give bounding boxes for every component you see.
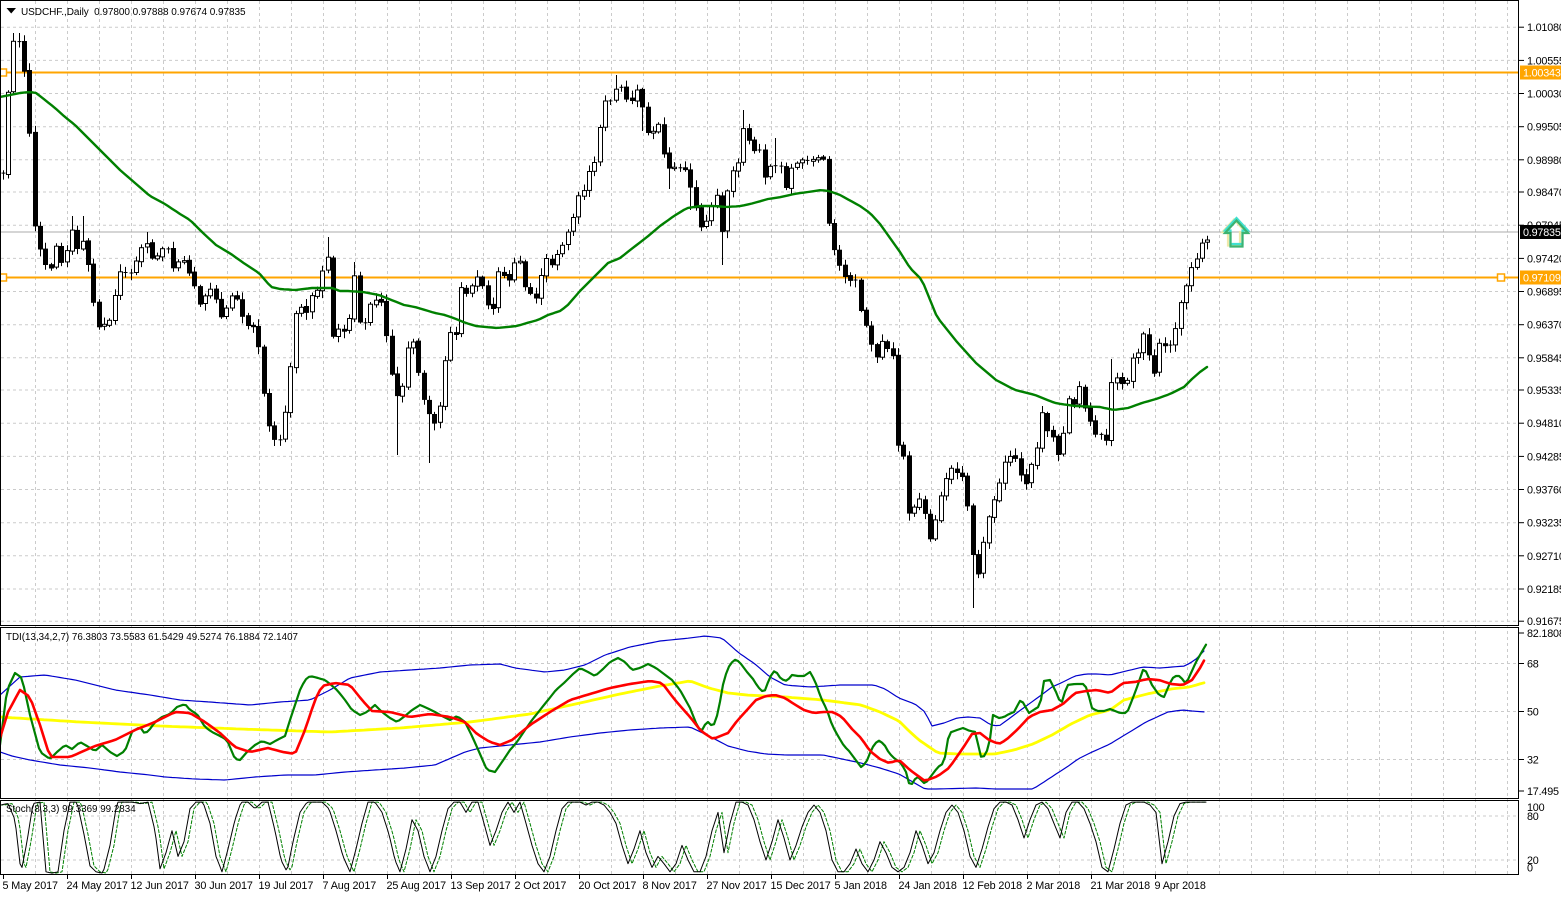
svg-text:TDI(13,34,2,7) 76.3803 73.5583: TDI(13,34,2,7) 76.3803 73.5583 61.5429 4… bbox=[6, 632, 298, 643]
svg-text:20: 20 bbox=[1527, 855, 1539, 867]
svg-text:0.98470: 0.98470 bbox=[1527, 187, 1561, 199]
svg-text:1.01080: 1.01080 bbox=[1527, 22, 1561, 34]
svg-text:80: 80 bbox=[1527, 811, 1539, 823]
svg-text:100: 100 bbox=[1527, 802, 1545, 814]
svg-text:0.95335: 0.95335 bbox=[1527, 385, 1561, 397]
svg-text:0.97835: 0.97835 bbox=[1523, 227, 1561, 239]
svg-text:Stoch(8,3,3) 99.3369 99.2834: Stoch(8,3,3) 99.3369 99.2834 bbox=[6, 804, 136, 815]
svg-text:0.94285: 0.94285 bbox=[1527, 451, 1561, 463]
svg-text:USDCHF.,Daily 0.97800 0.97888: USDCHF.,Daily 0.97800 0.97888 0.97674 0.… bbox=[21, 7, 246, 18]
svg-text:68: 68 bbox=[1527, 659, 1539, 671]
svg-text:0.92185: 0.92185 bbox=[1527, 584, 1561, 596]
svg-text:2 Oct 2017: 2 Oct 2017 bbox=[515, 880, 567, 892]
svg-text:17.495: 17.495 bbox=[1527, 786, 1559, 798]
svg-text:15 Dec 2017: 15 Dec 2017 bbox=[771, 880, 831, 892]
svg-text:21 Mar 2018: 21 Mar 2018 bbox=[1091, 880, 1151, 892]
svg-text:1.00030: 1.00030 bbox=[1527, 89, 1561, 101]
svg-text:0.97420: 0.97420 bbox=[1527, 253, 1561, 265]
svg-text:25 Aug 2017: 25 Aug 2017 bbox=[387, 880, 447, 892]
svg-text:0.93760: 0.93760 bbox=[1527, 485, 1561, 497]
svg-text:50: 50 bbox=[1527, 707, 1539, 719]
svg-text:0.96370: 0.96370 bbox=[1527, 320, 1561, 332]
svg-text:5 May 2017: 5 May 2017 bbox=[3, 880, 59, 892]
svg-text:0.98980: 0.98980 bbox=[1527, 155, 1561, 167]
svg-text:20 Oct 2017: 20 Oct 2017 bbox=[579, 880, 637, 892]
svg-text:7 Aug 2017: 7 Aug 2017 bbox=[323, 880, 377, 892]
svg-text:1.00343: 1.00343 bbox=[1523, 68, 1561, 80]
svg-text:5 Jan 2018: 5 Jan 2018 bbox=[835, 880, 888, 892]
svg-text:0.99505: 0.99505 bbox=[1527, 122, 1561, 134]
svg-text:1.00555: 1.00555 bbox=[1527, 55, 1561, 67]
svg-text:0.94810: 0.94810 bbox=[1527, 418, 1561, 430]
svg-text:0.91675: 0.91675 bbox=[1527, 616, 1561, 628]
svg-text:30 Jun 2017: 30 Jun 2017 bbox=[195, 880, 253, 892]
svg-text:0.96895: 0.96895 bbox=[1527, 287, 1561, 299]
svg-text:19 Jul 2017: 19 Jul 2017 bbox=[259, 880, 314, 892]
svg-text:0.95845: 0.95845 bbox=[1527, 353, 1561, 365]
svg-text:27 Nov 2017: 27 Nov 2017 bbox=[707, 880, 767, 892]
svg-text:0: 0 bbox=[1527, 863, 1533, 875]
svg-text:0.97109: 0.97109 bbox=[1523, 273, 1561, 285]
svg-text:8 Nov 2017: 8 Nov 2017 bbox=[643, 880, 697, 892]
svg-text:0.93235: 0.93235 bbox=[1527, 518, 1561, 530]
svg-text:9 Apr 2018: 9 Apr 2018 bbox=[1155, 880, 1206, 892]
svg-text:24 Jan 2018: 24 Jan 2018 bbox=[899, 880, 957, 892]
svg-text:24 May 2017: 24 May 2017 bbox=[67, 880, 128, 892]
svg-text:12 Jun 2017: 12 Jun 2017 bbox=[131, 880, 189, 892]
svg-text:82.1808: 82.1808 bbox=[1527, 628, 1561, 640]
svg-text:13 Sep 2017: 13 Sep 2017 bbox=[451, 880, 511, 892]
svg-text:0.92710: 0.92710 bbox=[1527, 551, 1561, 563]
svg-text:2 Mar 2018: 2 Mar 2018 bbox=[1027, 880, 1081, 892]
svg-text:12 Feb 2018: 12 Feb 2018 bbox=[963, 880, 1023, 892]
svg-text:32: 32 bbox=[1527, 755, 1539, 767]
